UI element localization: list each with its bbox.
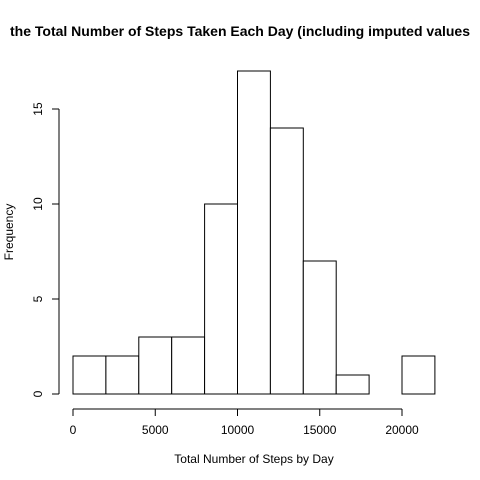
x-tick-label: 5000 <box>142 423 169 437</box>
y-axis: 0 5 10 15 <box>31 102 60 397</box>
y-axis-label: Frequency <box>2 204 16 261</box>
histogram-bar <box>237 70 271 395</box>
x-axis: 0 5000 10000 15000 20000 <box>70 408 419 437</box>
y-tick-label: 5 <box>31 295 45 302</box>
y-tick-label: 0 <box>31 390 45 397</box>
y-tick-label: 10 <box>31 197 45 211</box>
chart-title: the Total Number of Steps Taken Each Day… <box>10 23 470 39</box>
histogram-bar <box>401 355 436 395</box>
histogram-bar <box>105 355 140 395</box>
histogram-bar <box>72 355 107 395</box>
histogram-bar <box>204 203 239 395</box>
histogram-bar <box>302 260 337 395</box>
x-tick-label: 15000 <box>303 423 337 437</box>
histogram-bar <box>335 374 370 395</box>
x-axis-label: Total Number of Steps by Day <box>174 452 333 466</box>
y-tick-label: 15 <box>31 102 45 116</box>
x-tick-label: 20000 <box>385 423 419 437</box>
histogram-bar <box>138 336 173 395</box>
x-tick-label: 0 <box>70 423 77 437</box>
bars-group <box>72 70 436 395</box>
histogram-bar <box>171 336 206 395</box>
x-tick-label: 10000 <box>221 423 255 437</box>
histogram-bar <box>269 127 304 395</box>
